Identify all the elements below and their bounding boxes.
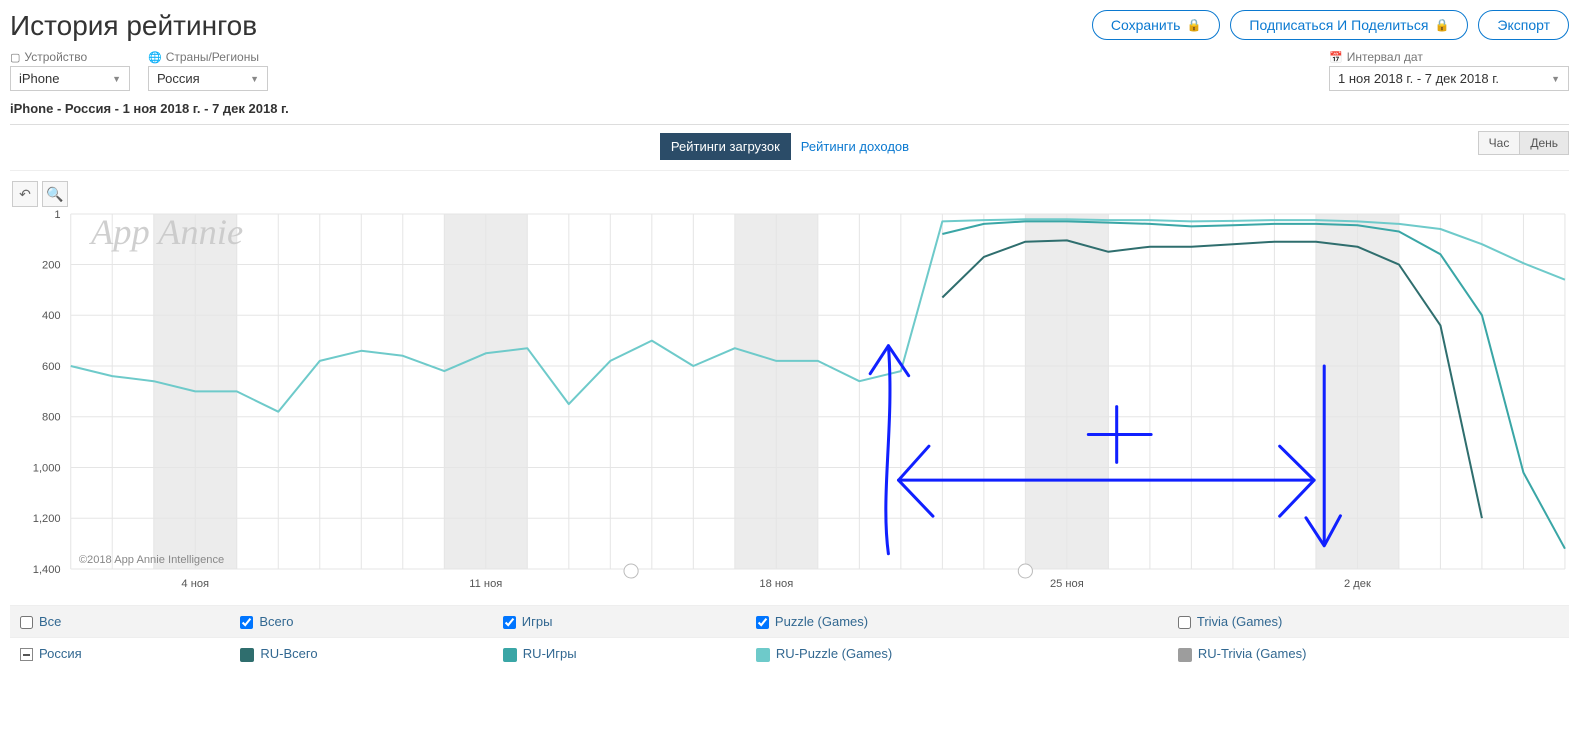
calendar-icon: 📅 — [1329, 51, 1343, 64]
filters-left: ▢ Устройство iPhone ▼ 🌐 Страны/Регионы Р… — [10, 50, 268, 91]
tab-revenue[interactable]: Рейтинги доходов — [791, 134, 919, 159]
legend-table: Bce Всего Игры Puzzle (Games) Trivia (Ga… — [10, 605, 1569, 670]
page-title: История рейтингов — [10, 10, 257, 42]
svg-text:1,200: 1,200 — [33, 513, 61, 525]
save-button-label: Сохранить — [1111, 17, 1181, 33]
legend-puzzle-checkbox[interactable] — [756, 616, 769, 629]
legend-header-row: Bce Всего Игры Puzzle (Games) Trivia (Ga… — [10, 606, 1569, 638]
legend-all-checkbox[interactable] — [20, 616, 33, 629]
export-button[interactable]: Экспорт — [1478, 10, 1569, 40]
svg-text:600: 600 — [42, 361, 61, 373]
lock-icon: 🔒 — [1434, 18, 1449, 32]
country-filter: 🌐 Страны/Регионы Россия ▼ — [148, 50, 268, 91]
time-segment: Час День — [1478, 131, 1569, 155]
legend-total-checkbox[interactable] — [240, 616, 253, 629]
device-select-value: iPhone — [19, 71, 59, 86]
legend-ru-games-cell[interactable]: RU-Игры — [493, 638, 746, 670]
undo-icon: ↶ — [19, 186, 31, 203]
header-row: История рейтингов Сохранить 🔒 Подписатьс… — [10, 10, 1569, 42]
swatch-ru-games — [503, 648, 517, 662]
legend-all-cell[interactable]: Bce — [10, 606, 230, 638]
save-button[interactable]: Сохранить 🔒 — [1092, 10, 1221, 40]
legend-ru-all-cell[interactable]: RU-Всего — [230, 638, 492, 670]
summary-line: iPhone - Россия - 1 ноя 2018 г. - 7 дек … — [10, 101, 1569, 116]
tab-downloads[interactable]: Рейтинги загрузок — [660, 133, 791, 160]
zoom-button[interactable]: 🔍 — [42, 181, 68, 207]
svg-text:4 ноя: 4 ноя — [181, 578, 209, 590]
swatch-ru-puzzle — [756, 648, 770, 662]
legend-russia-cell[interactable]: Россия — [10, 638, 230, 670]
zoom-icon: 🔍 — [46, 186, 63, 203]
swatch-ru-trivia — [1178, 648, 1192, 662]
chart-area: ↶ 🔍 1 200 400 600 800 1,000 1,200 1,400 4 ноя 11 … — [10, 179, 1569, 599]
date-range-select[interactable]: 1 ноя 2018 г. - 7 дек 2018 г. ▼ — [1329, 66, 1569, 91]
chevron-down-icon: ▼ — [1551, 74, 1560, 84]
rank-history-chart: 1 200 400 600 800 1,000 1,200 1,400 4 ноя 11 ноя 1… — [10, 179, 1569, 599]
country-filter-label: 🌐 Страны/Регионы — [148, 50, 268, 64]
time-hour-button[interactable]: Час — [1478, 131, 1521, 155]
svg-text:18 ноя: 18 ноя — [759, 578, 793, 590]
date-range-value: 1 ноя 2018 г. - 7 дек 2018 г. — [1338, 71, 1499, 86]
legend-ru-trivia-cell[interactable]: RU-Trivia (Games) — [1168, 638, 1569, 670]
device-icon: ▢ — [10, 51, 20, 64]
svg-text:200: 200 — [42, 260, 61, 272]
country-select-value: Россия — [157, 71, 200, 86]
svg-text:2 дек: 2 дек — [1344, 578, 1371, 590]
svg-text:800: 800 — [42, 412, 61, 424]
svg-text:1: 1 — [54, 209, 60, 221]
svg-text:App Annie: App Annie — [89, 212, 243, 252]
legend-puzzle-cell[interactable]: Puzzle (Games) — [746, 606, 1168, 638]
chevron-down-icon: ▼ — [250, 74, 259, 84]
chevron-down-icon: ▼ — [112, 74, 121, 84]
swatch-ru-all — [240, 648, 254, 662]
undo-button[interactable]: ↶ — [12, 181, 38, 207]
tristate-icon — [20, 648, 33, 661]
svg-text:11 ноя: 11 ноя — [469, 578, 502, 590]
subscribe-share-label: Подписаться И Поделиться — [1249, 17, 1428, 33]
device-filter: ▢ Устройство iPhone ▼ — [10, 50, 130, 91]
device-filter-label: ▢ Устройство — [10, 50, 130, 64]
legend-russia-row: Россия RU-Всего RU-Игры RU-Puzzle (Games… — [10, 638, 1569, 670]
header-buttons: Сохранить 🔒 Подписаться И Поделиться 🔒 Э… — [1092, 10, 1569, 40]
svg-text:25 ноя: 25 ноя — [1050, 578, 1084, 590]
date-filter-label: 📅 Интервал дат — [1329, 50, 1569, 64]
country-select[interactable]: Россия ▼ — [148, 66, 268, 91]
svg-text:1,000: 1,000 — [33, 463, 61, 475]
globe-icon: 🌐 — [148, 51, 162, 64]
chart-toolbar: ↶ 🔍 — [12, 181, 68, 207]
svg-text:©2018 App Annie Intelligence: ©2018 App Annie Intelligence — [79, 554, 224, 566]
time-day-button[interactable]: День — [1520, 131, 1569, 155]
legend-trivia-cell[interactable]: Trivia (Games) — [1168, 606, 1569, 638]
export-button-label: Экспорт — [1497, 17, 1550, 33]
svg-text:400: 400 — [42, 310, 61, 322]
date-filter: 📅 Интервал дат 1 ноя 2018 г. - 7 дек 201… — [1329, 50, 1569, 91]
filters-row: ▢ Устройство iPhone ▼ 🌐 Страны/Регионы Р… — [10, 50, 1569, 91]
device-select[interactable]: iPhone ▼ — [10, 66, 130, 91]
lock-icon: 🔒 — [1186, 18, 1201, 32]
ratings-tabs-bar: Рейтинги загрузок Рейтинги доходов Час Д… — [10, 125, 1569, 171]
legend-trivia-checkbox[interactable] — [1178, 616, 1191, 629]
legend-games-cell[interactable]: Игры — [493, 606, 746, 638]
legend-total-cell[interactable]: Всего — [230, 606, 492, 638]
legend-ru-puzzle-cell[interactable]: RU-Puzzle (Games) — [746, 638, 1168, 670]
legend-games-checkbox[interactable] — [503, 616, 516, 629]
subscribe-share-button[interactable]: Подписаться И Поделиться 🔒 — [1230, 10, 1468, 40]
svg-text:1,400: 1,400 — [33, 564, 61, 576]
